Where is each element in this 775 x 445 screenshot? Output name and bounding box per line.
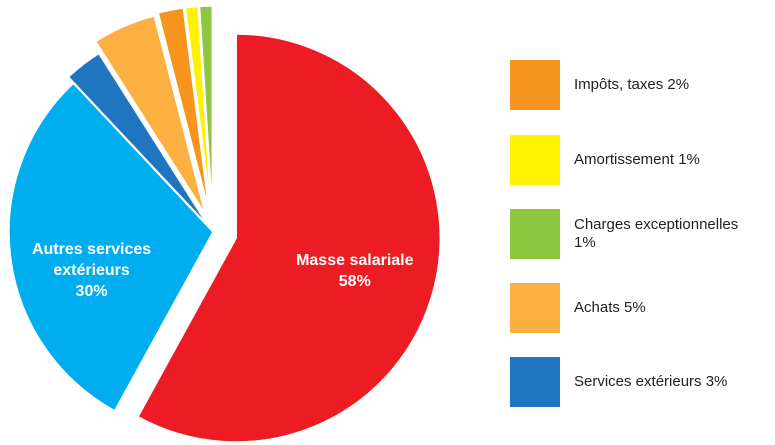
legend-text: Achats 5% [574, 278, 754, 338]
pie-slice [136, 33, 441, 443]
legend-text: Services extérieurs 3% [574, 352, 754, 412]
legend-swatch [510, 283, 560, 333]
pie-slice [94, 15, 206, 215]
legend-swatch [510, 357, 560, 407]
slice-label: Masse salariale 58% [270, 226, 440, 316]
legend-label: Amortissement 1% [574, 151, 700, 169]
pie-slice [67, 52, 209, 227]
legend-item: Charges exceptionnelles 1% [574, 204, 754, 264]
legend-label: Services extérieurs 3% [574, 373, 727, 391]
slice-label-box: Masse salariale 58% [270, 226, 440, 316]
legend-text: Amortissement 1% [574, 130, 754, 190]
legend-item: Amortissement 1% [574, 130, 754, 190]
legend-text: Charges exceptionnelles 1% [574, 204, 754, 264]
pie-slice [184, 5, 212, 211]
legend-swatch [510, 60, 560, 110]
legend-name: Services extérieurs [574, 373, 702, 390]
pie-slice [157, 7, 210, 211]
legend-item: Services extérieurs 3% [574, 352, 754, 412]
slice-value: 30% [75, 282, 108, 300]
pie-slice [8, 82, 214, 412]
slice-name: Autres services extérieurs [31, 240, 152, 279]
slice-label: Autres services extérieurs 30% [7, 225, 177, 315]
slice-label-box: Autres services extérieurs 30% [7, 225, 177, 315]
legend-item: Achats 5% [574, 278, 754, 338]
legend-text: Impôts, taxes 2% [574, 55, 754, 115]
legend-label: Achats 5% [574, 299, 646, 317]
legend-label: Impôts, taxes 2% [574, 76, 689, 94]
legend-name: Impôts, taxes [574, 76, 664, 93]
legend-item: Impôts, taxes 2% [574, 55, 754, 115]
legend-value: 1% [678, 151, 700, 168]
legend-value: 1% [574, 234, 596, 251]
legend-swatch [510, 209, 560, 259]
legend-swatch [510, 135, 560, 185]
legend-name: Achats [574, 299, 620, 316]
legend-value: 3% [705, 373, 728, 390]
legend-label: Charges exceptionnelles 1% [574, 216, 754, 252]
legend-name: Charges exceptionnelles [574, 216, 739, 233]
legend-value: 2% [667, 76, 690, 93]
slice-value: 58% [338, 273, 371, 291]
pie-slice [198, 5, 214, 211]
legend-value: 5% [624, 299, 646, 316]
slice-name: Masse salariale [296, 252, 414, 270]
legend-name: Amortissement [574, 151, 675, 168]
